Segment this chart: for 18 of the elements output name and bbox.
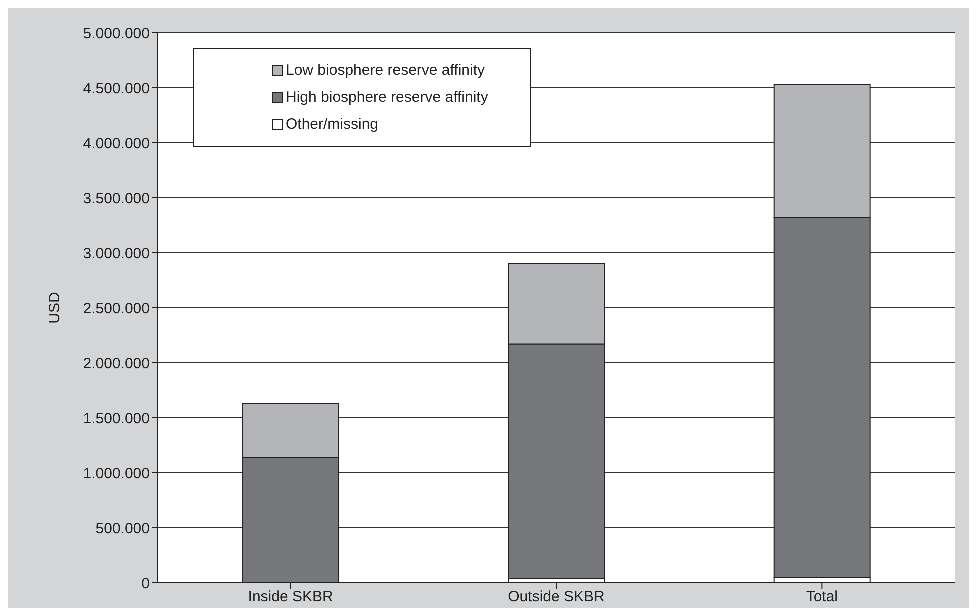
x-tick-label: Inside SKBR [248,588,334,606]
x-tick-label: Total [806,588,838,606]
legend-label: Low biosphere reserve affinity [286,62,485,79]
y-tick-label: 4.000.000 [83,135,150,152]
y-tick-label: 4.500.000 [83,80,150,98]
y-tick-label: 2.000.000 [83,355,150,372]
x-tick-label: Outside SKBR [508,588,606,606]
y-axis-title: USD [46,292,64,324]
legend-label: Other/missing [286,116,379,133]
y-tick-label: 3.000.000 [83,245,150,262]
legend-label: High biosphere reserve affinity [286,89,488,106]
y-tick-label: 3.500.000 [83,190,150,208]
y-tick-label: 500.000 [96,520,150,538]
y-tick-label: 1.500.000 [83,410,150,428]
y-tick-label: 5.000.000 [83,25,150,42]
y-tick-label: 0 [142,575,150,592]
y-tick-label: 2.500.000 [83,300,150,318]
y-tick-label: 1.000.000 [83,465,150,482]
